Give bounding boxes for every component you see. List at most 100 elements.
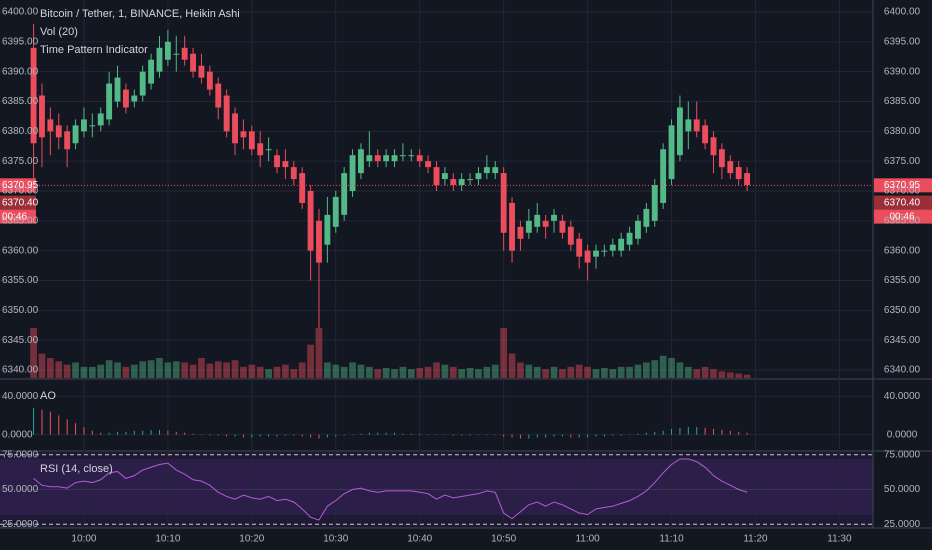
ao-bar — [561, 434, 563, 437]
ao-bar — [410, 433, 412, 435]
ao-bar — [33, 407, 35, 435]
candle-body — [215, 83, 222, 108]
candle-body — [609, 244, 616, 251]
rsi-line — [33, 458, 748, 521]
countdown-tag-left — [0, 209, 36, 224]
ao-bar — [494, 434, 496, 436]
candle-body — [492, 167, 499, 174]
ao-bar — [402, 433, 404, 435]
candle-body — [316, 220, 322, 263]
ao-bar — [360, 433, 362, 435]
ao-bar — [175, 431, 177, 435]
volume-bar — [181, 362, 189, 378]
ao-bar — [385, 432, 387, 435]
ao-bar — [486, 434, 488, 436]
ao-bar — [595, 434, 597, 437]
ao-bar — [100, 432, 102, 435]
ao-bar — [679, 427, 681, 435]
volume-bar — [500, 328, 508, 378]
candle-body — [106, 83, 113, 120]
ao-bar — [729, 430, 731, 435]
x-tick-label: 11:30 — [827, 534, 852, 545]
candle-body — [64, 131, 71, 150]
volume-bar — [114, 362, 121, 378]
indicator-label: Vol (20) — [40, 26, 78, 38]
candle-body — [232, 113, 238, 144]
ao-bar — [536, 434, 538, 438]
x-tick-label: 10:10 — [155, 534, 180, 545]
volume-bar — [634, 364, 642, 378]
ao-bar — [226, 434, 228, 437]
ao-bar — [217, 434, 219, 436]
volume-bar — [290, 369, 298, 378]
rsi-tick-label: 25.0000 — [884, 519, 921, 530]
labels: Bitcoin / Tether, 1, BINANCE, Heikin Ash… — [2, 7, 921, 545]
volume-bar — [684, 366, 692, 378]
volume-bar — [340, 366, 348, 378]
candle-body — [307, 191, 314, 251]
x-tick-label: 11:20 — [743, 534, 768, 545]
candle-body — [551, 214, 557, 221]
candle-body — [47, 119, 54, 132]
ao-bar — [477, 434, 479, 436]
countdown-label-left: 00:46 — [2, 211, 27, 222]
volume-bar — [55, 361, 63, 378]
candle-body — [618, 238, 625, 251]
volume-bar — [525, 364, 533, 378]
grid — [0, 0, 873, 528]
candle-body — [450, 179, 457, 186]
volume-bar — [223, 362, 231, 378]
ao-bar — [620, 434, 622, 436]
candle-body — [702, 125, 709, 144]
y-tick-label-left: 6400.00 — [2, 7, 39, 18]
ao-bar — [603, 434, 605, 437]
candle-body — [399, 155, 406, 157]
volume-bar — [701, 366, 709, 378]
volume-bar — [282, 364, 289, 378]
volume-bar — [240, 366, 247, 378]
candle-body — [72, 125, 79, 144]
ao-bar — [192, 433, 194, 435]
volume-bar — [710, 369, 717, 378]
y-tick-label: 6390.00 — [884, 66, 921, 77]
candle-body — [744, 173, 751, 186]
volume-bar — [273, 366, 281, 378]
ao-bar — [461, 434, 463, 436]
candle-body — [383, 155, 390, 162]
volume-bar — [307, 344, 314, 378]
ao-bar — [427, 434, 429, 436]
ao-bar — [570, 434, 572, 438]
prev-price-label: 6370.40 — [884, 197, 921, 208]
ao-bar — [310, 434, 312, 438]
volume-bar — [172, 361, 180, 378]
y-tick-label: 6400.00 — [884, 7, 921, 18]
ao-tick-label: 40.0000 — [884, 391, 921, 402]
candle-body — [122, 89, 129, 108]
volume-bar — [47, 358, 54, 378]
volume-bar — [726, 372, 734, 378]
candle-body — [525, 220, 532, 233]
countdown-tag — [874, 209, 932, 224]
rsi-tick-label: 50.0000 — [884, 484, 921, 495]
ao-bar — [142, 430, 144, 435]
y-tick-label: 6355.00 — [884, 275, 921, 286]
y-tick-label-left: 6365.00 — [2, 215, 39, 226]
candle-body — [408, 155, 415, 157]
candle-body — [358, 149, 364, 174]
volume-bar — [517, 362, 524, 378]
candle-body — [643, 208, 650, 227]
prev-price-tag-left — [0, 195, 36, 210]
candle-body — [391, 155, 398, 162]
ao-bar — [687, 426, 689, 435]
ao-bar — [352, 434, 354, 436]
ao-bar — [284, 434, 286, 436]
volume-bar — [30, 328, 37, 378]
y-tick-label: 6340.00 — [884, 365, 921, 376]
candle-body — [30, 47, 37, 144]
candle-body — [718, 149, 725, 168]
candle-body — [668, 125, 675, 180]
ao-bar — [511, 434, 513, 438]
volume-bar — [139, 361, 147, 378]
candle-body — [173, 53, 180, 55]
candle-body — [433, 167, 440, 186]
